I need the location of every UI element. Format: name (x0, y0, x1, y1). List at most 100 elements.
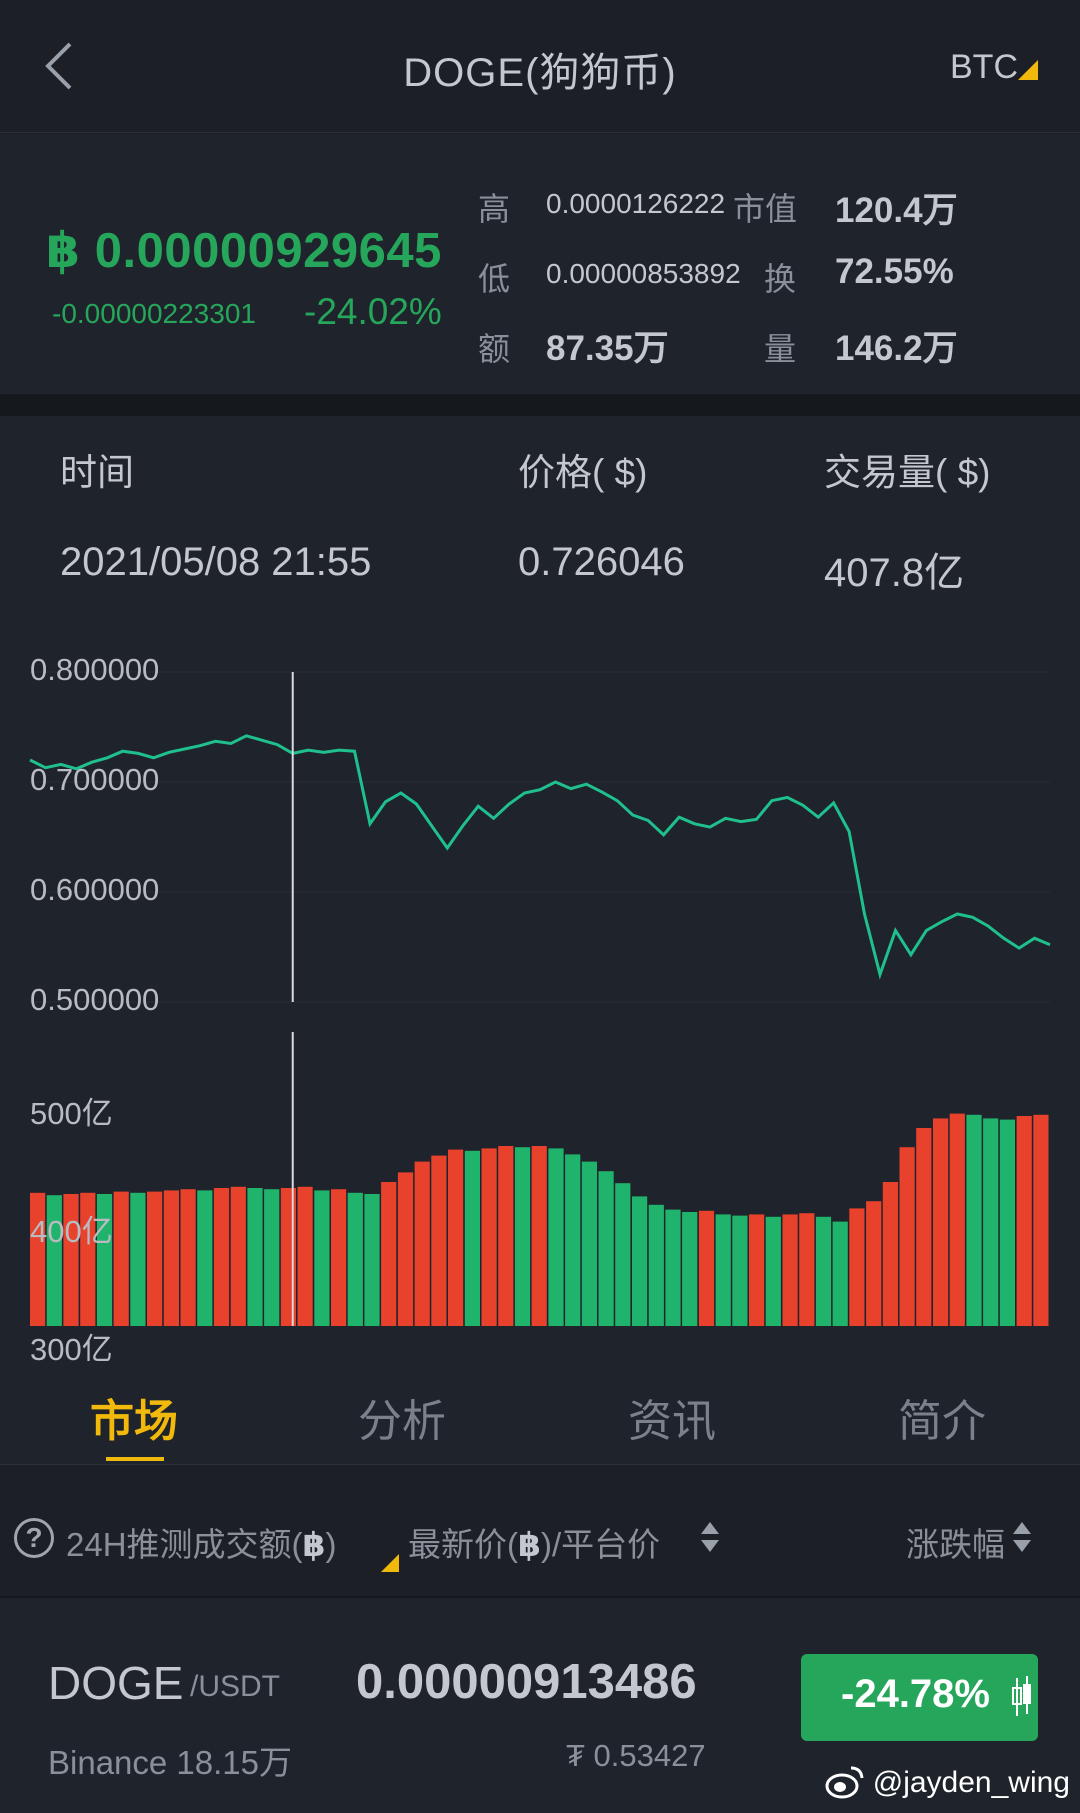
volume-bar (414, 1161, 430, 1326)
volume-bar (815, 1216, 832, 1326)
change-sort-label[interactable]: 涨跌幅 (906, 1526, 1005, 1563)
candlestick-icon[interactable] (1012, 1674, 1032, 1720)
volume-bar (264, 1189, 280, 1326)
volume-header: 交易量( $) (824, 452, 991, 493)
watermark-text: @jayden_wing (872, 1766, 1070, 1799)
volume-bar (514, 1147, 531, 1326)
crosshair-info: 时间 价格( $) 交易量( $) 2021/05/08 21:55 0.726… (0, 416, 1080, 626)
tab-market[interactable]: 市场 (90, 1397, 178, 1446)
stat-value-amount: 87.35万 (546, 329, 669, 368)
dropdown-corner-icon[interactable] (1018, 60, 1038, 80)
volume-bar (96, 1194, 113, 1326)
volume-bar (498, 1146, 514, 1326)
volume-bar (1033, 1114, 1049, 1326)
stat-label-high: 高 (478, 191, 511, 227)
volume-bar (632, 1196, 648, 1326)
page-title: DOGE(狗狗币) (403, 51, 677, 95)
volume-bar (397, 1172, 414, 1326)
volume-bar (197, 1190, 213, 1326)
volume-bar (381, 1182, 397, 1326)
volume-bar (364, 1194, 380, 1326)
market-usdt-price: ₮ 0.53427 (566, 1738, 706, 1773)
volume-bar (615, 1183, 631, 1326)
volume-tick-label: 400亿 (30, 1214, 113, 1249)
price-sort-text: 最新价( (408, 1526, 518, 1563)
dropdown-corner-icon[interactable] (381, 1554, 399, 1572)
volume-bar (882, 1182, 898, 1326)
volume-sort-label[interactable]: 24H推测成交额(฿) (66, 1518, 337, 1566)
top-bar: DOGE(狗狗币) BTC (0, 0, 1080, 133)
volume-bar (966, 1114, 982, 1326)
volume-bar (832, 1221, 848, 1326)
volume-bar (531, 1146, 547, 1326)
volume-bar (782, 1214, 798, 1326)
market-row[interactable]: DOGE /USDT Binance 18.15万 0.00000913486 … (0, 1598, 1080, 1813)
weibo-logo-icon (825, 1766, 864, 1799)
volume-bar (80, 1192, 96, 1326)
bitcoin-icon: ฿ (302, 1526, 326, 1563)
volume-bar (698, 1210, 715, 1326)
price-change-percent: -24.02% (304, 291, 442, 332)
time-value: 2021/05/08 21:55 (60, 540, 372, 584)
volume-bar (565, 1154, 581, 1326)
price-tick-label: 0.700000 (30, 762, 160, 797)
volume-bar (147, 1191, 163, 1326)
volume-bar (247, 1188, 263, 1326)
volume-sort-text: 24H推测成交额( (66, 1526, 303, 1563)
stat-label-volume: 量 (764, 331, 797, 367)
quote-currency-selector[interactable]: BTC (950, 48, 1018, 86)
volume-bar (113, 1191, 129, 1326)
back-arrow-icon[interactable] (40, 40, 80, 92)
volume-bar (933, 1118, 949, 1326)
volume-bar (581, 1161, 597, 1326)
watermark: @jayden_wing (825, 1766, 1070, 1800)
price-tick-label: 0.500000 (30, 982, 160, 1017)
tab-news[interactable]: 资讯 (628, 1397, 716, 1446)
stat-label-market-cap: 市值 (733, 191, 798, 227)
price-sort-label[interactable]: 最新价(฿)/平台价 (408, 1518, 660, 1566)
volume-bar (130, 1192, 146, 1326)
volume-bar (916, 1128, 932, 1326)
price-series-line (29, 734, 1051, 980)
change-badge[interactable]: -24.78% (801, 1654, 1038, 1741)
volume-bar (213, 1188, 230, 1326)
volume-bar (180, 1189, 196, 1326)
time-header: 时间 (60, 452, 134, 493)
divider (0, 1596, 1080, 1598)
change-badge-text: -24.78% (841, 1672, 990, 1716)
sort-arrows-icon[interactable] (1012, 1520, 1032, 1554)
volume-bar (682, 1212, 698, 1326)
pair-base: DOGE (48, 1657, 184, 1709)
stat-value-turnover: 72.55% (835, 252, 954, 291)
chart-area[interactable]: 0.800000 0.700000 0.600000 0.500000 500亿… (0, 626, 1080, 1367)
volume-bar (799, 1213, 815, 1326)
current-price: ฿ 0.00000929645 (46, 224, 442, 278)
section-divider (0, 394, 1080, 416)
volume-bar (899, 1147, 915, 1326)
stat-label-amount: 额 (478, 331, 511, 367)
active-tab-indicator (106, 1457, 164, 1461)
volume-bar (163, 1190, 179, 1326)
volume-bar (30, 1192, 46, 1326)
volume-bar (481, 1148, 497, 1326)
stat-label-low: 低 (478, 261, 511, 297)
bitcoin-icon: ฿ (518, 1526, 541, 1563)
market-list-header: ? 24H推测成交额(฿) 最新价(฿)/平台价 涨跌幅 (0, 1466, 1080, 1596)
volume-bar (715, 1214, 731, 1326)
tab-intro[interactable]: 简介 (898, 1397, 986, 1446)
volume-bar (297, 1186, 313, 1326)
market-price: 0.00000913486 (356, 1655, 697, 1709)
volume-bar (46, 1195, 62, 1326)
price-value: 0.726046 (518, 540, 685, 584)
volume-bar (765, 1216, 781, 1326)
price-line-chart[interactable] (0, 626, 1080, 1026)
price-tick-label: 0.800000 (30, 652, 160, 687)
volume-bar-chart[interactable] (0, 1026, 1080, 1356)
help-icon[interactable]: ? (14, 1518, 54, 1558)
sort-arrows-icon[interactable] (700, 1520, 720, 1554)
tab-analysis[interactable]: 分析 (358, 1397, 446, 1446)
pair-quote: /USDT (190, 1670, 280, 1703)
volume-bar (1016, 1116, 1032, 1326)
volume-bar (464, 1150, 480, 1326)
price-header: 价格( $) (518, 452, 648, 493)
